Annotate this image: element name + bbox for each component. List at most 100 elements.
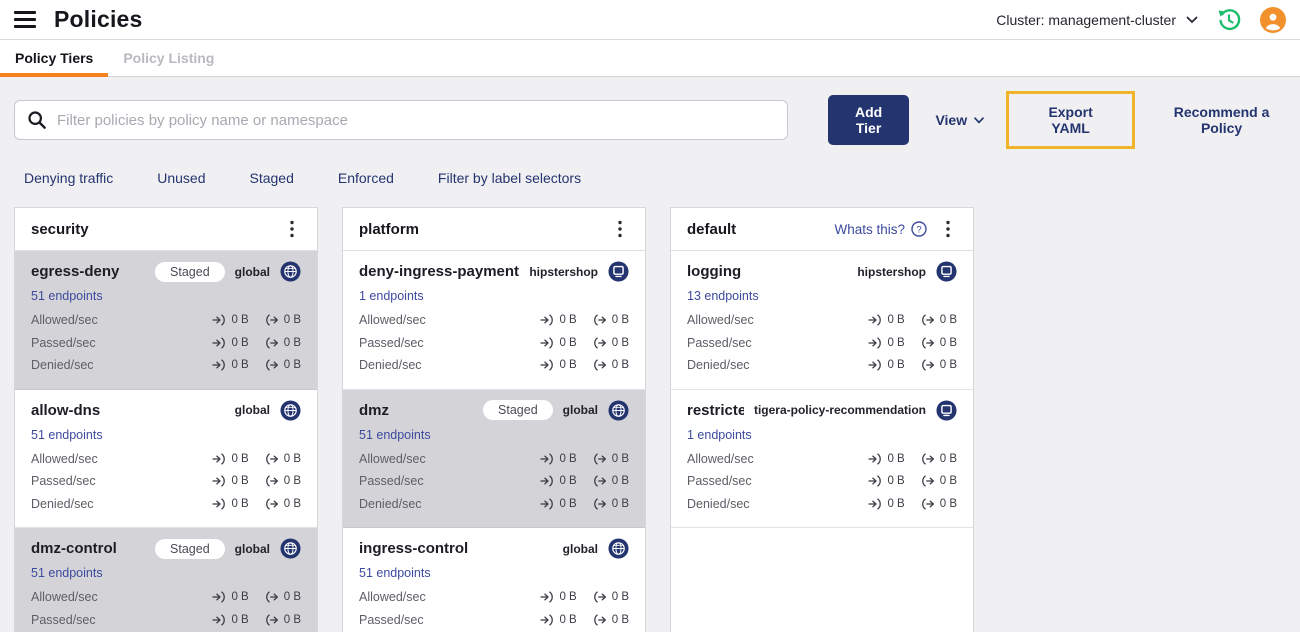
ingress-stat: 0 B	[540, 475, 577, 487]
user-avatar[interactable]	[1260, 6, 1286, 33]
policy-scope-label: global	[562, 403, 598, 417]
tier-header-platform: platform	[343, 208, 645, 251]
ingress-value: 0 B	[559, 591, 577, 604]
endpoints-link[interactable]: 13 endpoints	[687, 289, 759, 303]
globe-badge-icon	[280, 538, 301, 559]
filter-by-label-selectors[interactable]: Filter by label selectors	[437, 170, 582, 186]
policy-card-allow-dns[interactable]: allow-dns global 51 endpoints Allowed/sec 0 …	[15, 389, 317, 528]
cluster-selector[interactable]: Cluster: management-cluster	[996, 12, 1198, 28]
stat-row: Denied/sec 0 B 0 B	[359, 493, 629, 516]
stat-row: Denied/sec 0 B 0 B	[359, 354, 629, 377]
tier-actions-menu[interactable]	[283, 219, 301, 239]
ingress-arrow-icon	[869, 498, 882, 510]
ingress-value: 0 B	[231, 314, 249, 327]
stat-label: Allowed/sec	[359, 451, 426, 466]
egress-stat: 0 B	[593, 614, 629, 626]
ingress-value: 0 B	[231, 452, 249, 465]
policy-card-dmz-control[interactable]: dmz-control Staged global 51 endpoints Allow…	[15, 528, 317, 632]
egress-arrow-icon	[593, 591, 606, 603]
policy-name: dmz-control	[31, 540, 117, 557]
egress-stat: 0 B	[265, 614, 301, 626]
tier-name: default	[687, 220, 737, 238]
ingress-stat: 0 B	[212, 314, 249, 327]
tier-name: platform	[359, 220, 419, 238]
endpoints-link[interactable]: 51 endpoints	[31, 566, 103, 580]
globe-badge-icon	[280, 399, 301, 421]
egress-arrow-icon	[593, 614, 606, 626]
endpoints-link[interactable]: 51 endpoints	[31, 427, 103, 442]
egress-value: 0 B	[939, 452, 957, 465]
namespace-badge-icon	[936, 399, 957, 421]
tier-column-default: default Whats this?? logging hipstershop 13 …	[670, 207, 974, 632]
filter-denying-traffic[interactable]: Denying traffic	[24, 170, 114, 186]
ingress-stat: 0 B	[868, 475, 905, 487]
egress-value: 0 B	[939, 314, 957, 327]
egress-arrow-icon	[265, 359, 278, 371]
ingress-value: 0 B	[559, 314, 577, 327]
tier-actions-menu[interactable]	[611, 219, 629, 239]
egress-stat: 0 B	[921, 498, 957, 510]
history-restore-icon[interactable]	[1216, 7, 1242, 33]
staged-badge: Staged	[155, 538, 225, 559]
content-area: Add Tier View Export YAML Recommend a Po…	[0, 77, 1300, 632]
app-header: Policies Cluster: management-cluster	[0, 0, 1300, 40]
egress-arrow-icon	[593, 314, 606, 326]
tier-column-security: security egress-deny Staged global 51 endpoi…	[14, 207, 318, 632]
svg-text:?: ?	[916, 224, 921, 235]
stat-row: Allowed/sec 0 B 0 B	[687, 448, 957, 471]
egress-value: 0 B	[611, 613, 629, 626]
policy-search-input[interactable]	[57, 111, 775, 129]
egress-stat: 0 B	[593, 314, 629, 326]
stat-row: Allowed/sec 0 B 0 B	[687, 309, 957, 332]
ingress-value: 0 B	[231, 336, 249, 349]
recommend-policy-button[interactable]: Recommend a Policy	[1157, 104, 1286, 136]
add-tier-button[interactable]: Add Tier	[827, 95, 910, 145]
filter-enforced[interactable]: Enforced	[337, 170, 394, 186]
policy-card-ingress-control[interactable]: ingress-control global 51 endpoints Allowed…	[343, 528, 645, 632]
egress-stat: 0 B	[593, 337, 629, 349]
globe-badge-icon	[608, 399, 629, 421]
ingress-arrow-icon	[213, 475, 226, 487]
view-dropdown-label: View	[935, 112, 968, 128]
egress-stat: 0 B	[593, 359, 629, 371]
policy-card-restricted[interactable]: restricted tigera-policy-recommendation1 …	[671, 389, 973, 528]
tab-policy-tiers[interactable]: Policy Tiers	[0, 40, 109, 77]
ingress-value: 0 B	[887, 497, 905, 510]
view-dropdown-button[interactable]: View	[935, 112, 984, 128]
filter-staged[interactable]: Staged	[249, 170, 294, 186]
policy-scope-label: tigera-policy-recommendation	[753, 403, 926, 417]
filter-unused[interactable]: Unused	[157, 170, 206, 186]
endpoints-link[interactable]: 1 endpoints	[687, 427, 752, 442]
export-yaml-button[interactable]: Export YAML	[1031, 104, 1110, 136]
policy-scope-label: global	[234, 264, 270, 279]
whats-this-link[interactable]: Whats this??	[834, 221, 927, 237]
ingress-stat: 0 B	[212, 452, 249, 465]
endpoints-link[interactable]: 1 endpoints	[359, 289, 424, 303]
tier-columns: security egress-deny Staged global 51 endpoi…	[14, 207, 1286, 632]
staged-badge: Staged	[155, 261, 225, 282]
endpoints-link[interactable]: 51 endpoints	[359, 427, 431, 442]
policy-card-logging[interactable]: logging hipstershop 13 endpoints Allowed/se…	[671, 251, 973, 390]
policy-card-deny-ingress-paymentservi[interactable]: deny-ingress-paymentservi… hipstershop 1 e…	[343, 251, 645, 390]
ingress-stat: 0 B	[540, 591, 577, 604]
ingress-arrow-icon	[541, 359, 554, 371]
egress-stat: 0 B	[921, 314, 957, 326]
hamburger-menu-icon[interactable]	[14, 11, 36, 28]
policy-card-egress-deny[interactable]: egress-deny Staged global 51 endpoints Allow…	[15, 251, 317, 390]
egress-stat: 0 B	[593, 591, 629, 603]
cluster-selector-label: Cluster: management-cluster	[996, 11, 1176, 28]
ingress-stat: 0 B	[868, 497, 905, 510]
egress-value: 0 B	[283, 336, 301, 349]
globe-badge-icon	[280, 261, 301, 282]
egress-arrow-icon	[921, 453, 934, 465]
policy-card-dmz[interactable]: dmz Staged global 51 endpoints Allowed/sec 0 …	[343, 389, 645, 528]
stat-label: Allowed/sec	[687, 313, 754, 328]
kebab-menu-icon	[618, 220, 622, 238]
tab-policy-listing[interactable]: Policy Listing	[123, 50, 215, 66]
egress-arrow-icon	[265, 498, 278, 510]
tier-actions-menu[interactable]	[939, 219, 957, 239]
ingress-stat: 0 B	[540, 359, 577, 371]
ingress-stat: 0 B	[540, 498, 577, 510]
endpoints-link[interactable]: 51 endpoints	[31, 289, 103, 303]
endpoints-link[interactable]: 51 endpoints	[359, 566, 431, 580]
